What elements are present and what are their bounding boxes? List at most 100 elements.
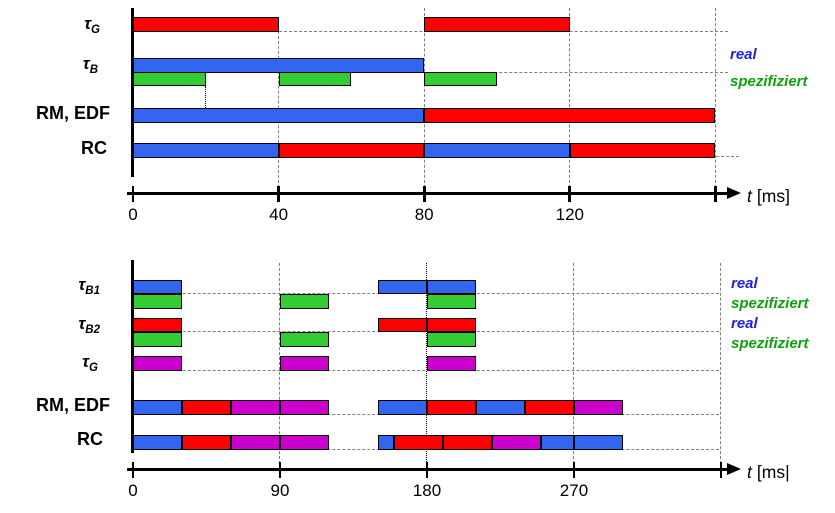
- bar-red: [443, 435, 493, 450]
- bar-blue: [133, 435, 182, 450]
- legend-spezifiziert: spezifiziert: [731, 335, 809, 352]
- time-axis-label-bottom: t [ms|: [747, 462, 790, 483]
- row-label-rc-top: RC: [81, 138, 107, 158]
- tau-subscript: G: [91, 23, 100, 36]
- deadline-marker: [205, 86, 207, 108]
- bar-magenta: [492, 435, 542, 450]
- tau-subscript: B: [89, 63, 98, 76]
- bar-red: [377, 318, 427, 332]
- row-label-tau-g-bottom: τG: [36, 352, 98, 374]
- bar-blue: [133, 58, 425, 73]
- axis-tick: [277, 186, 280, 202]
- time-unit: [ms]: [756, 186, 790, 206]
- bar-magenta: [279, 356, 329, 371]
- time-unit: [ms|: [756, 462, 790, 482]
- axis-tick: [572, 462, 576, 478]
- bar-blue: [133, 108, 425, 123]
- bar-red: [278, 143, 425, 158]
- time-axis-label-top: t [ms]: [747, 186, 790, 207]
- axis-tick-label: 180: [412, 481, 442, 500]
- bar-red: [424, 108, 716, 123]
- y-axis-line: [131, 260, 134, 453]
- axis-tick-label: 270: [559, 481, 589, 500]
- axis-tick: [131, 186, 135, 202]
- row-label-rm-edf-top: RM, EDF: [36, 103, 110, 123]
- bar-blue: [377, 400, 427, 415]
- axis-tick-label: 0: [128, 481, 138, 500]
- axis-tick: [425, 462, 429, 478]
- row-label-tau-b2: τB2: [36, 314, 100, 336]
- gridline-vertical: [714, 8, 716, 188]
- legend-spezifiziert: spezifiziert: [731, 295, 809, 312]
- axis-tick: [278, 462, 282, 478]
- time-variable: t: [747, 462, 752, 482]
- bar-red: [524, 400, 574, 415]
- axis-tick: [568, 186, 572, 202]
- gridline-vertical: [720, 263, 722, 464]
- tau-symbol: τ: [84, 14, 92, 33]
- bar-blue: [541, 435, 574, 450]
- gridline-vertical: [569, 8, 571, 188]
- bar-green: [426, 332, 476, 347]
- bar-green: [426, 294, 476, 309]
- axis-tick-label: 90: [270, 481, 290, 500]
- bar-magenta: [573, 400, 623, 415]
- bar-red: [181, 400, 231, 415]
- bar-red: [424, 17, 570, 32]
- axis-tick: [714, 186, 717, 202]
- gridline-vertical: [426, 263, 428, 464]
- tau-symbol: τ: [78, 275, 86, 294]
- tau-subscript: B2: [85, 323, 100, 336]
- bar-blue: [133, 280, 182, 294]
- tau-subscript: G: [89, 361, 98, 374]
- gridline-vertical: [279, 263, 281, 464]
- bar-green: [133, 332, 182, 347]
- tau-symbol: τ: [82, 54, 90, 73]
- legend-spezifiziert: spezifiziert: [730, 73, 808, 90]
- time-variable: t: [747, 186, 752, 206]
- bar-red: [133, 318, 182, 332]
- bar-green: [133, 72, 206, 86]
- tau-subscript: B1: [85, 284, 100, 297]
- bar-blue: [573, 435, 623, 450]
- bar-blue: [377, 435, 395, 450]
- axis-tick-label: 120: [555, 205, 584, 224]
- bar-blue: [475, 400, 525, 415]
- bar-blue: [377, 280, 427, 294]
- legend-real: real: [731, 315, 758, 332]
- legend-real: real: [731, 275, 758, 292]
- row-label-tau-b: τB: [40, 54, 98, 76]
- y-axis-line: [131, 8, 134, 177]
- bar-blue: [426, 280, 476, 294]
- axis-arrowhead: [727, 463, 741, 476]
- bar-magenta: [230, 400, 280, 415]
- bar-blue: [133, 143, 279, 158]
- bar-red: [426, 400, 476, 415]
- bar-magenta: [279, 400, 329, 415]
- bar-magenta: [133, 356, 182, 371]
- bar-green: [279, 332, 329, 347]
- axis-tick-label: 0: [128, 205, 138, 224]
- axis-tick-label: 40: [269, 205, 289, 224]
- bar-green: [278, 72, 352, 86]
- time-axis-line: [127, 192, 727, 195]
- row-label-rm-edf-bottom: RM, EDF: [36, 395, 110, 415]
- gridline-vertical: [423, 8, 425, 188]
- row-label-tau-b1: τB1: [36, 275, 100, 297]
- row-label-rc-bottom: RC: [77, 429, 103, 449]
- bar-magenta: [426, 356, 476, 371]
- axis-tick: [422, 186, 426, 202]
- tau-symbol: τ: [78, 314, 86, 333]
- bar-red: [426, 318, 476, 332]
- axis-arrowhead: [727, 187, 741, 200]
- bar-red: [133, 17, 279, 32]
- bar-magenta: [230, 435, 280, 450]
- bar-green: [279, 294, 329, 309]
- bar-blue: [424, 143, 570, 158]
- bar-red: [181, 435, 231, 450]
- axis-tick-label: 80: [414, 205, 434, 224]
- axis-tick: [131, 462, 135, 478]
- bar-green: [133, 294, 182, 309]
- bar-red: [394, 435, 444, 450]
